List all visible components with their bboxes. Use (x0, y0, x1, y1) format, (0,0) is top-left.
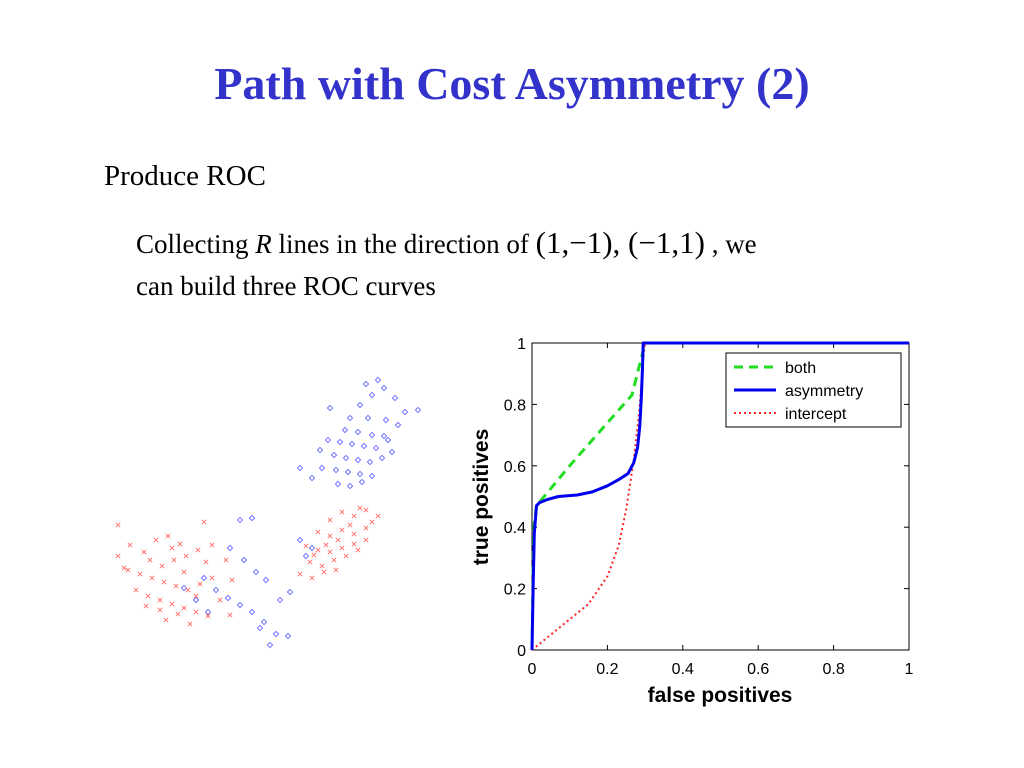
sub-bullet-text-mid: lines in the direction of (271, 229, 536, 259)
y-tick-label: 0 (517, 643, 526, 660)
legend-label-both: both (785, 360, 816, 377)
y-tick-label: 0.6 (504, 459, 526, 476)
legend-label-intercept: intercept (785, 406, 847, 423)
sub-bullet-emph-r: R (255, 229, 272, 259)
y-axis-label: true positives (470, 429, 493, 566)
sub-bullet-paragraph: Collecting R lines in the direction of (… (136, 222, 896, 307)
x-tick-label: 1 (905, 661, 914, 678)
sub-bullet-line2: can build three ROC curves (136, 271, 436, 301)
y-tick-label: 0.4 (504, 520, 526, 537)
y-tick-label: 0.8 (504, 397, 526, 414)
sub-bullet-text-pre: Collecting (136, 229, 256, 259)
series-line-asymmetry (530, 341, 909, 651)
x-tick-label: 0.2 (596, 661, 618, 678)
direction-vectors-math: (1,−1), (−1,1) (535, 225, 705, 260)
y-tick-label: 1 (517, 336, 526, 353)
bullet-produce-roc: Produce ROC (104, 160, 266, 192)
x-tick-label: 0.4 (672, 661, 694, 678)
x-tick-label: 0.6 (747, 661, 769, 678)
sub-bullet-text-post: , we (704, 229, 757, 259)
x-tick-label: 0 (528, 661, 537, 678)
legend-label-asymmetry: asymmetry (785, 383, 863, 400)
legend: both asymmetry intercept (725, 352, 902, 428)
x-axis-label: false positives (648, 684, 793, 707)
slide-title: Path with Cost Asymmetry (2) (214, 58, 810, 109)
y-tick-label: 0.2 (504, 582, 526, 599)
x-tick-label: 0.8 (822, 661, 844, 678)
